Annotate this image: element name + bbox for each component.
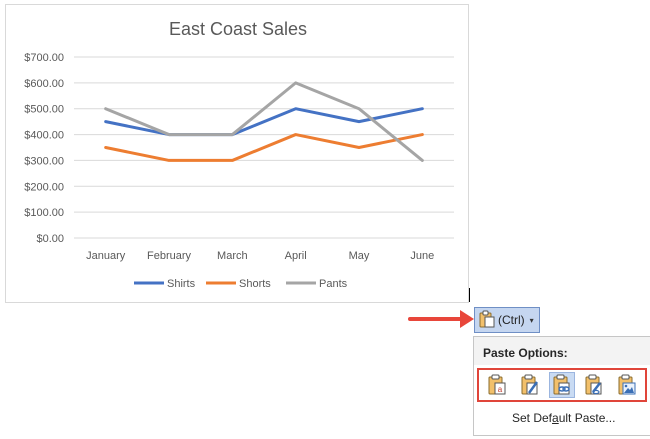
- y-tick-label: $500.00: [24, 104, 64, 116]
- chevron-down-icon: ▾: [529, 315, 534, 325]
- chart-area[interactable]: East Coast Sales $0.00 $100.00 $200.00 $300…: [5, 4, 469, 303]
- y-tick-label: $300.00: [24, 155, 64, 167]
- y-tick-label: $600.00: [24, 78, 64, 90]
- legend-label-pants: Pants: [319, 278, 348, 290]
- y-tick-label: $400.00: [24, 130, 64, 142]
- series-line-shorts[interactable]: [104, 133, 424, 162]
- paste-picture-button[interactable]: [614, 372, 640, 398]
- y-tick-label: $0.00: [36, 233, 64, 245]
- paste-keep-source-formatting-button[interactable]: [517, 372, 543, 398]
- line-chart: East Coast Sales $0.00 $100.00 $200.00 $300…: [24, 19, 454, 290]
- clipboard-brush-icon: [521, 374, 538, 395]
- x-tick-label: March: [217, 250, 248, 262]
- y-tick-label: $200.00: [24, 181, 64, 193]
- paste-use-destination-theme-link-button[interactable]: [548, 372, 575, 398]
- legend-label-shirts: Shirts: [167, 278, 196, 290]
- series-line-pants[interactable]: [104, 81, 424, 162]
- callout-arrow-head: [460, 310, 474, 328]
- paste-use-destination-theme-button[interactable]: a: [484, 372, 510, 398]
- text-cursor: [469, 288, 470, 302]
- chart-title: East Coast Sales: [169, 19, 307, 39]
- paste-button-label: (Ctrl): [498, 313, 525, 327]
- paste-keep-source-formatting-link-button[interactable]: [581, 372, 607, 398]
- x-tick-label: February: [147, 250, 192, 262]
- x-tick-label: June: [410, 250, 434, 262]
- svg-text:a: a: [498, 385, 503, 394]
- x-tick-label: January: [86, 250, 126, 262]
- paste-options-header: Paste Options:: [474, 337, 650, 365]
- set-default-paste-menu-item[interactable]: Set Default Paste...: [512, 411, 616, 425]
- x-tick-label: April: [285, 250, 307, 262]
- paste-options-menu: Paste Options: a: [473, 336, 650, 436]
- clipboard-link-icon: [553, 374, 570, 395]
- paste-options-button[interactable]: (Ctrl) ▾: [474, 307, 540, 333]
- clipboard-brush-link-icon: [585, 374, 602, 395]
- clipboard-text-icon: a: [488, 374, 506, 395]
- legend-label-shorts: Shorts: [239, 278, 271, 290]
- clipboard-icon: [479, 310, 495, 331]
- series-line-shirts[interactable]: [104, 107, 424, 137]
- x-tick-label: May: [349, 250, 370, 262]
- y-tick-label: $100.00: [24, 207, 64, 219]
- paste-options-icons: a: [477, 368, 647, 402]
- callout-arrow: [408, 317, 464, 321]
- y-tick-label: $700.00: [24, 52, 64, 64]
- clipboard-picture-icon: [618, 374, 636, 395]
